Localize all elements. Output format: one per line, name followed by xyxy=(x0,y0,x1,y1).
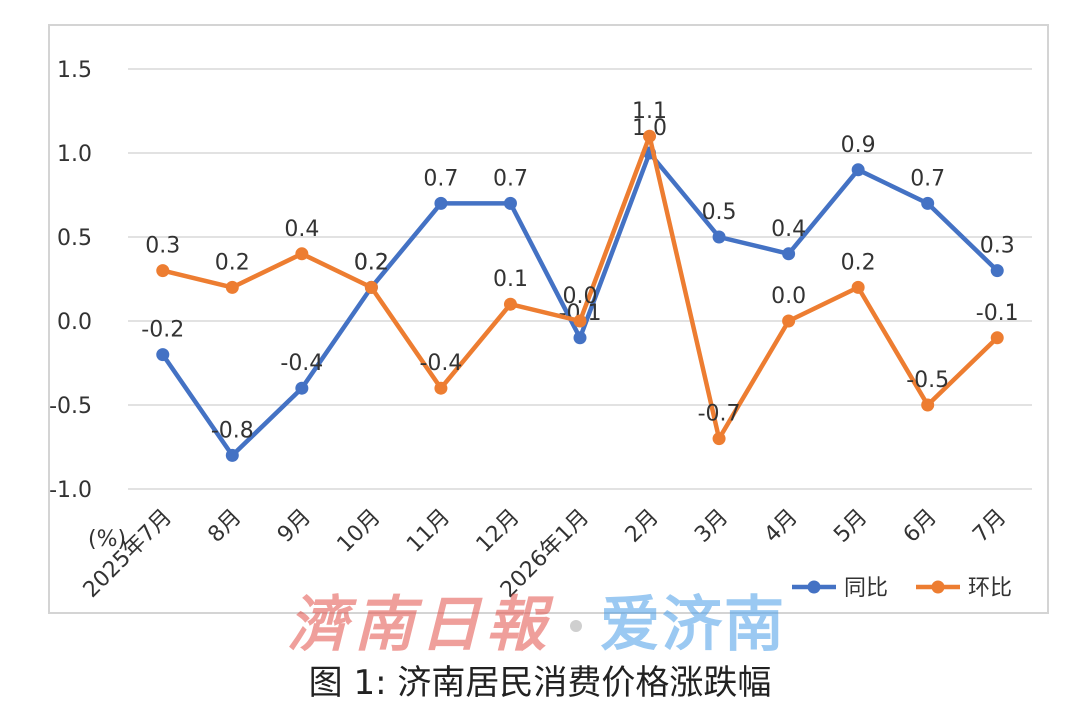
y-tick-label: 0.0 xyxy=(57,310,92,335)
x-tick-label: 3月 xyxy=(690,505,733,548)
data-point xyxy=(712,230,726,244)
data-label: 0.7 xyxy=(910,166,945,191)
data-label: 0.0 xyxy=(563,284,598,309)
x-tick-label: 11月 xyxy=(402,505,455,558)
data-point xyxy=(503,297,517,311)
data-point xyxy=(990,331,1004,345)
series-mom: 0.3 0.2 0.4 0.2 -0.4 0.1 0.0 1.1 -0.7 0.0 0.2 -0.5 -… xyxy=(145,99,1019,446)
data-point xyxy=(295,381,309,395)
x-tick-label: 10月 xyxy=(333,505,386,558)
series-yoy: -0.2-0.8-0.40.20.7 0.7-0.11.00.50.40.90.7… xyxy=(141,116,1015,462)
data-point xyxy=(782,314,796,328)
data-point xyxy=(156,348,170,362)
x-tick-label: 8月 xyxy=(203,505,246,548)
data-label: -0.2 xyxy=(141,318,184,343)
data-point xyxy=(851,280,865,294)
data-label: 0.2 xyxy=(354,250,389,275)
watermark-newspaper: 濟南日報 xyxy=(288,590,552,660)
data-label: 0.7 xyxy=(423,166,458,191)
data-point xyxy=(990,264,1004,278)
data-point xyxy=(921,398,935,412)
x-tick-label: 12月 xyxy=(472,505,525,558)
x-tick-label: 6月 xyxy=(899,505,942,548)
legend: 同比 环比 xyxy=(792,576,1012,601)
x-tick-label: 2月 xyxy=(621,505,664,548)
data-point xyxy=(643,129,657,143)
data-label: 0.2 xyxy=(354,250,389,275)
data-point xyxy=(573,314,587,328)
data-label: 0.1 xyxy=(493,267,528,292)
watermark-app: 爱济南 xyxy=(600,590,786,660)
y-unit-label: (%) xyxy=(88,527,126,552)
watermark-dot xyxy=(570,620,582,632)
x-tick-label: 5月 xyxy=(829,505,872,548)
data-label: -0.5 xyxy=(906,368,949,393)
data-label: -0.4 xyxy=(280,351,323,376)
data-label: 0.2 xyxy=(215,250,250,275)
x-tick-label: 9月 xyxy=(273,505,316,548)
data-point xyxy=(434,381,448,395)
y-tick-label: -0.5 xyxy=(50,394,92,419)
y-tick-label: -1.0 xyxy=(50,478,92,503)
legend-label: 环比 xyxy=(968,576,1012,601)
data-point xyxy=(503,196,517,210)
data-label: 0.9 xyxy=(841,133,876,158)
data-label: -0.1 xyxy=(976,301,1019,326)
chart-frame: 1.5 1.0 0.5 0.0 -0.5 -1.0 2025年7月 8月 9月 10月 11月 12月… xyxy=(48,24,1049,614)
legend-marker xyxy=(807,580,821,594)
data-label: 0.3 xyxy=(980,234,1015,259)
data-point xyxy=(156,264,170,278)
x-tick-label: 7月 xyxy=(968,505,1011,548)
data-label: 0.2 xyxy=(841,250,876,275)
data-label: 0.3 xyxy=(145,234,180,259)
data-point xyxy=(782,247,796,261)
x-tick-label: 2025年7月 xyxy=(79,505,177,603)
data-label: 1.1 xyxy=(632,99,667,124)
data-label: 0.5 xyxy=(702,200,737,225)
y-tick-label: 0.5 xyxy=(57,226,92,251)
figure-caption: 图 1: 济南居民消费价格涨跌幅 xyxy=(308,663,772,703)
legend-label: 同比 xyxy=(844,576,888,601)
data-label: -0.4 xyxy=(419,351,462,376)
data-point xyxy=(921,196,935,210)
y-tick-label: 1.0 xyxy=(57,142,92,167)
data-label: 0.4 xyxy=(284,217,319,242)
legend-marker xyxy=(931,580,945,594)
data-label: 0.0 xyxy=(771,284,806,309)
data-label: -0.8 xyxy=(211,418,254,443)
y-tick-label: 1.5 xyxy=(57,58,92,83)
data-point xyxy=(295,247,309,261)
data-label: -0.7 xyxy=(698,402,741,427)
watermark-logo: 濟南日報 爱济南 xyxy=(288,590,808,660)
data-point xyxy=(712,432,726,446)
data-point xyxy=(225,280,239,294)
data-label: 0.4 xyxy=(771,217,806,242)
data-label: 0.7 xyxy=(493,166,528,191)
data-point xyxy=(225,448,239,462)
data-point xyxy=(851,163,865,177)
x-tick-label: 4月 xyxy=(760,505,803,548)
data-point xyxy=(434,196,448,210)
data-point xyxy=(364,280,378,294)
data-point xyxy=(573,331,587,345)
